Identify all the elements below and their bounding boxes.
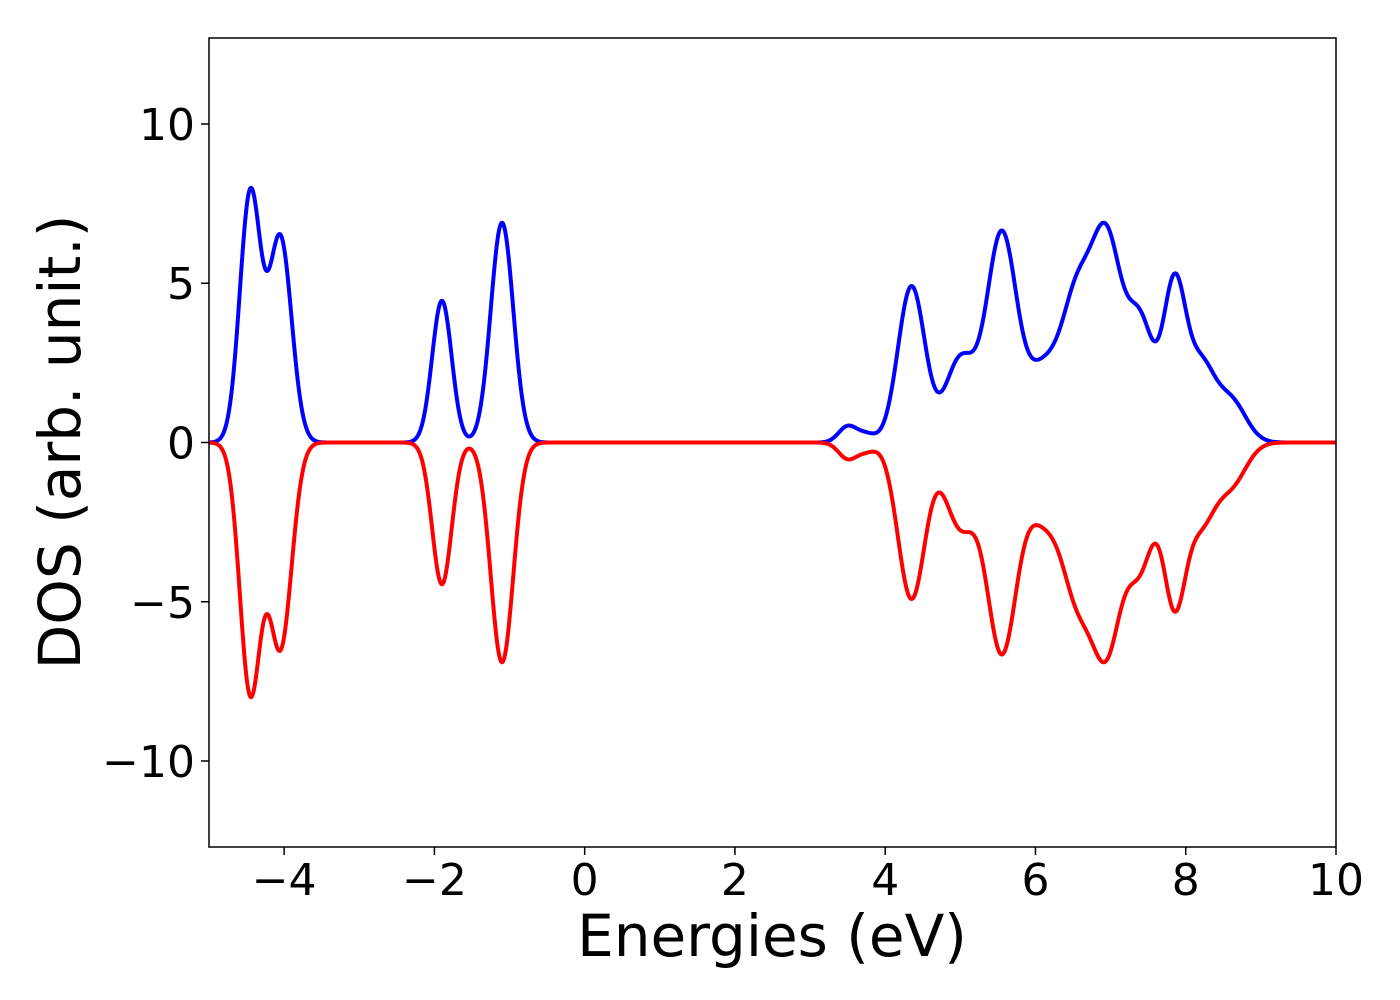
x-tick-label: 0 [571, 855, 599, 906]
series-layer [209, 185, 1336, 700]
x-tick-label: 10 [1308, 855, 1364, 906]
y-tick-label: −5 [130, 578, 195, 629]
x-tick-label: 2 [721, 855, 749, 906]
x-tick-label: 6 [1021, 855, 1049, 906]
y-tick-label: 10 [139, 100, 195, 151]
x-axis: −4 −2 0 2 4 6 8 10 [252, 847, 1364, 906]
y-tick-label: −10 [102, 737, 195, 788]
y-axis-label: DOS (arb. unit.) [26, 215, 94, 670]
x-tick-label: 8 [1172, 855, 1200, 906]
series-line-negative [209, 440, 1336, 700]
y-axis: −10 −5 0 5 10 [102, 100, 209, 788]
x-axis-label: Energies (eV) [577, 902, 967, 970]
x-tick-label: −4 [252, 855, 317, 906]
y-tick-label: 0 [167, 419, 195, 470]
x-tick-label: −2 [402, 855, 467, 906]
x-tick-label: 4 [871, 855, 899, 906]
y-tick-label: 5 [167, 259, 195, 310]
